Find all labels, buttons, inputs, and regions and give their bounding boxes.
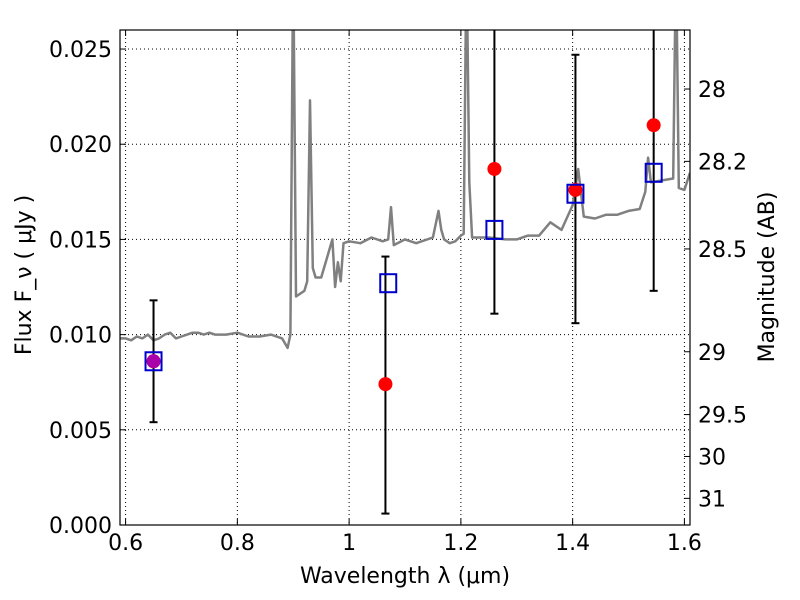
data-point-square bbox=[485, 219, 504, 240]
magnitude-tick-label: 28.5 bbox=[698, 238, 747, 263]
magnitude-tick-label: 28.2 bbox=[698, 150, 747, 175]
y-tick-label: 0.005 bbox=[49, 419, 112, 444]
magnitude-tick-label: 30 bbox=[698, 445, 726, 470]
y-tick-label: 0.010 bbox=[49, 324, 112, 349]
x-tick-label: 1.6 bbox=[667, 531, 702, 556]
y-tick-label: 0.020 bbox=[49, 133, 112, 158]
magnitude-tick-label: 29 bbox=[698, 341, 726, 366]
magnitude-tick-label: 31 bbox=[698, 487, 726, 512]
magnitude-tick-label: 28 bbox=[698, 78, 726, 103]
plot-frame bbox=[119, 29, 691, 526]
x-axis-title: Wavelength λ (μm) bbox=[300, 564, 510, 589]
x-tick-label: 1.4 bbox=[555, 531, 590, 556]
y-axis-title: Flux F_ν ( μJy ) bbox=[12, 195, 37, 355]
data-point-circle bbox=[378, 377, 393, 392]
data-point-circle bbox=[568, 182, 583, 197]
x-tick-label: 0.8 bbox=[220, 531, 255, 556]
y-axis-right-title: Magnitude (AB) bbox=[755, 192, 780, 363]
data-point-square bbox=[566, 183, 585, 204]
y-tick-label: 0.025 bbox=[49, 38, 112, 63]
data-point-square bbox=[644, 162, 663, 183]
data-point-square bbox=[144, 351, 163, 372]
x-tick-label: 1.2 bbox=[443, 531, 478, 556]
data-point-circle bbox=[487, 161, 502, 176]
magnitude-tick-label: 29.5 bbox=[698, 404, 747, 429]
ticks: 0.6 0.8 1 1.2 1.4 1.6 0.000 0.005 0.010 0.015 0.02… bbox=[49, 30, 747, 556]
data-point-circle bbox=[646, 118, 661, 133]
data-point-circle bbox=[146, 354, 161, 369]
y-tick-label: 0.000 bbox=[49, 514, 112, 539]
x-tick-label: 0.6 bbox=[108, 531, 143, 556]
y-tick-label: 0.015 bbox=[49, 228, 112, 253]
plot-series bbox=[120, 30, 690, 515]
data-point-square bbox=[379, 273, 398, 294]
model-spectrum-line bbox=[120, 30, 690, 350]
x-tick-label: 1 bbox=[342, 531, 356, 556]
